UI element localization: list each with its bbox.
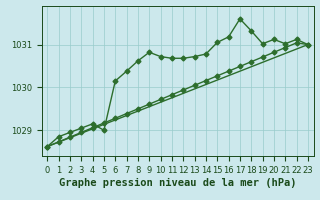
X-axis label: Graphe pression niveau de la mer (hPa): Graphe pression niveau de la mer (hPa) bbox=[59, 178, 296, 188]
